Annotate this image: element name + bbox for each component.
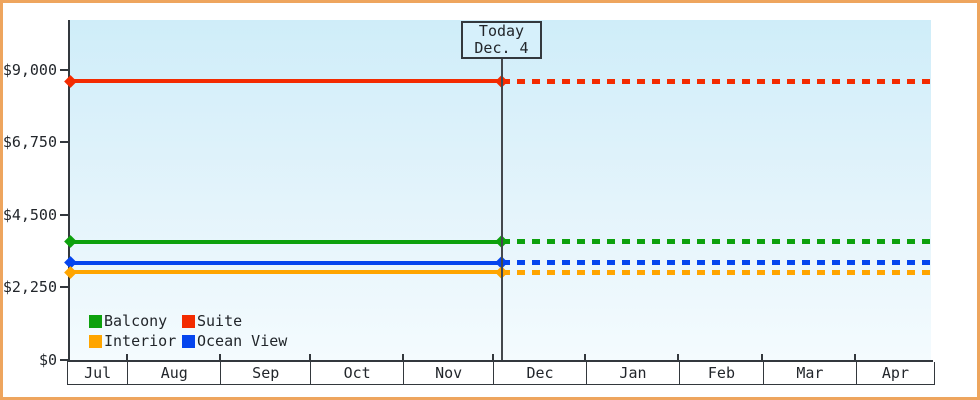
legend-swatch-icon bbox=[182, 334, 195, 348]
month-boundary-tick bbox=[218, 354, 221, 360]
month-boundary-tick bbox=[401, 354, 404, 360]
month-cell-feb: Feb bbox=[680, 362, 764, 384]
month-cell-jul: Jul bbox=[68, 362, 129, 384]
y-tick-label: $0 bbox=[38, 351, 57, 369]
x-axis-month-row: Jul Aug Sep Oct Nov Dec Jan Feb Mar Apr bbox=[67, 362, 935, 385]
series-line-solid-ocean-view bbox=[70, 260, 502, 265]
today-label: Today bbox=[478, 22, 525, 40]
month-boundary-tick bbox=[491, 354, 494, 360]
month-cell-dec: Dec bbox=[494, 362, 588, 384]
month-cell-sep: Sep bbox=[221, 362, 312, 384]
month-cell-jan: Jan bbox=[587, 362, 680, 384]
month-boundary-tick bbox=[854, 354, 857, 360]
y-tick-label: $9,000 bbox=[2, 60, 57, 79]
y-tick-label: $4,500 bbox=[2, 205, 57, 224]
legend-item-ocean-view: Ocean View bbox=[182, 331, 287, 351]
month-cell-oct: Oct bbox=[311, 362, 405, 384]
today-vertical-line bbox=[500, 57, 503, 360]
series-line-solid-balcony bbox=[70, 239, 502, 244]
legend-swatch-icon bbox=[182, 314, 195, 328]
month-boundary-tick bbox=[584, 354, 587, 360]
legend-swatch-icon bbox=[89, 334, 102, 348]
y-tick-mark bbox=[60, 213, 68, 216]
y-tick-mark bbox=[60, 286, 68, 289]
legend-label: Ocean View bbox=[197, 332, 288, 350]
legend-label: Interior bbox=[104, 332, 177, 350]
legend-label: Balcony bbox=[104, 312, 168, 330]
series-line-solid-interior bbox=[70, 270, 502, 275]
series-line-dotted-suite bbox=[501, 78, 931, 84]
legend-item-suite: Suite bbox=[182, 311, 287, 331]
legend-item-interior: Interior bbox=[89, 331, 182, 351]
legend-label: Suite bbox=[197, 312, 243, 330]
y-tick-mark bbox=[60, 68, 68, 71]
month-cell-apr: Apr bbox=[881, 364, 909, 382]
series-line-dotted-balcony bbox=[501, 239, 931, 245]
series-line-dotted-ocean-view bbox=[501, 260, 931, 266]
month-boundary-tick bbox=[308, 354, 311, 360]
series-line-solid-suite bbox=[70, 79, 502, 84]
today-date-label: Dec. 4 bbox=[474, 39, 529, 57]
legend-item-balcony: Balcony bbox=[89, 311, 182, 331]
legend: Balcony Suite Interior Ocean View bbox=[89, 311, 287, 351]
month-cell-nov: Nov bbox=[404, 362, 495, 384]
y-tick-label: $6,750 bbox=[2, 133, 57, 152]
month-cell-mar: Mar bbox=[764, 362, 857, 384]
series-line-dotted-interior bbox=[501, 269, 931, 275]
y-axis-line bbox=[68, 20, 70, 362]
month-boundary-tick bbox=[761, 354, 764, 360]
month-boundary-tick bbox=[677, 354, 680, 360]
y-tick-mark bbox=[60, 141, 68, 144]
month-cell-aug: Aug bbox=[128, 362, 222, 384]
legend-swatch-icon bbox=[89, 314, 102, 328]
y-tick-label: $2,250 bbox=[2, 278, 57, 297]
month-boundary-tick bbox=[125, 354, 128, 360]
today-label-box: Today Dec. 4 bbox=[461, 21, 542, 59]
x-axis-line bbox=[67, 360, 933, 362]
y-tick-mark bbox=[60, 359, 68, 361]
